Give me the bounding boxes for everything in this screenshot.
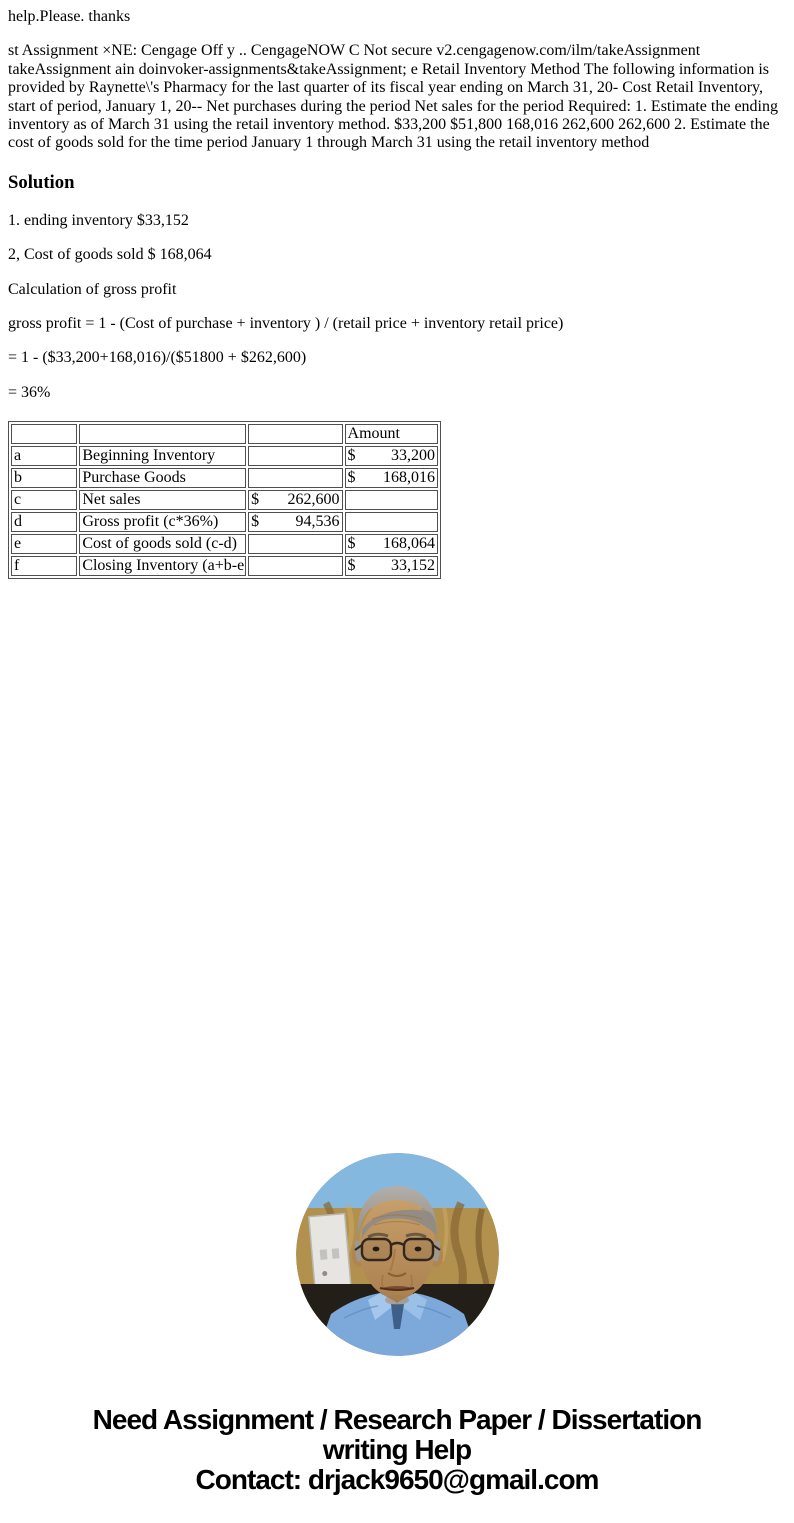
currency-sign: $: [347, 469, 356, 487]
amount-value: 33,152: [391, 557, 435, 575]
cell-item: Cost of goods sold (c-d): [79, 534, 247, 555]
intro-text: help.Please. thanks: [8, 8, 131, 25]
currency-sign: $: [347, 447, 356, 465]
cell-col3: $94,536: [248, 512, 343, 533]
cell-label: c: [11, 490, 78, 511]
table-row: d Gross profit (c*36%) $94,536: [11, 512, 438, 533]
cell-label: b: [11, 468, 78, 489]
calculation-table: Amount a Beginning Inventory $33,200 b P…: [8, 421, 441, 580]
currency-sign: $: [251, 491, 260, 509]
cell-amount: [344, 490, 438, 511]
table-row: f Closing Inventory (a+b-e) $33,152: [11, 556, 438, 577]
cell-col3: $262,600: [248, 490, 343, 511]
solution-line-substitution: = 1 - ($33,200+168,016)/($51800 + $262,6…: [8, 349, 307, 367]
footer-line-2: writing Help: [322, 1434, 472, 1466]
footer-line-3: Contact: drjack9650@gmail.com: [195, 1464, 600, 1496]
header-cell-retail: [248, 424, 343, 445]
amount-value: 168,016: [383, 469, 435, 487]
cell-amount: $168,064: [344, 534, 438, 555]
cell-label: e: [11, 534, 78, 555]
solution-line-cogs: 2, Cost of goods sold $ 168,064: [8, 246, 212, 264]
amount-value: 94,536: [295, 513, 340, 531]
solution-line-ending-inventory: 1. ending inventory $33,152: [8, 211, 189, 229]
currency-sign: $: [347, 535, 356, 553]
cell-item: Gross profit (c*36%): [79, 512, 247, 533]
currency-sign: $: [251, 513, 260, 531]
footer-line-1: Need Assignment / Research Paper / Disse…: [92, 1404, 703, 1436]
solution-line-gross-profit-title: Calculation of gross profit: [8, 280, 177, 298]
solution-heading: Solution: [8, 171, 75, 193]
cell-col3: [248, 556, 343, 577]
header-cell-label: [11, 424, 78, 445]
cell-item: Beginning Inventory: [79, 446, 247, 467]
cell-item: Purchase Goods: [79, 468, 247, 489]
tutor-photo-illustration: [295, 1153, 499, 1357]
cell-label: d: [11, 512, 78, 533]
currency-sign: $: [347, 557, 356, 575]
amount-value: 33,200: [391, 447, 435, 465]
footer-banner: Need Assignment / Research Paper / Disse…: [8, 1405, 786, 1495]
solution-line-gross-profit-formula: gross profit = 1 - (Cost of purchase + i…: [8, 314, 564, 332]
header-cell-item: [79, 424, 247, 445]
cell-label: f: [11, 556, 78, 577]
header-cell-amount: Amount: [344, 424, 438, 445]
cell-amount: $33,200: [344, 446, 438, 467]
solution-line-result: = 36%: [8, 383, 51, 401]
amount-value: 262,600: [287, 491, 340, 509]
table-row: c Net sales $262,600: [11, 490, 438, 511]
table-row: b Purchase Goods $168,016: [11, 468, 438, 489]
question-paragraph: st Assignment ×NE: Cengage Off y .. Ceng…: [8, 42, 778, 152]
cell-col3: [248, 534, 343, 555]
tutor-photo: [295, 1153, 499, 1357]
cell-amount: $33,152: [344, 556, 438, 577]
table-header-row: Amount: [11, 424, 438, 445]
cell-amount: $168,016: [344, 468, 438, 489]
table-row: e Cost of goods sold (c-d) $168,064: [11, 534, 438, 555]
cell-amount: [344, 512, 438, 533]
table-row: a Beginning Inventory $33,200: [11, 446, 438, 467]
cell-item: Closing Inventory (a+b-e): [79, 556, 247, 577]
cell-item: Net sales: [79, 490, 247, 511]
cell-col3: [248, 468, 343, 489]
amount-value: 168,064: [383, 535, 435, 553]
cell-label: a: [11, 446, 78, 467]
cell-col3: [248, 446, 343, 467]
